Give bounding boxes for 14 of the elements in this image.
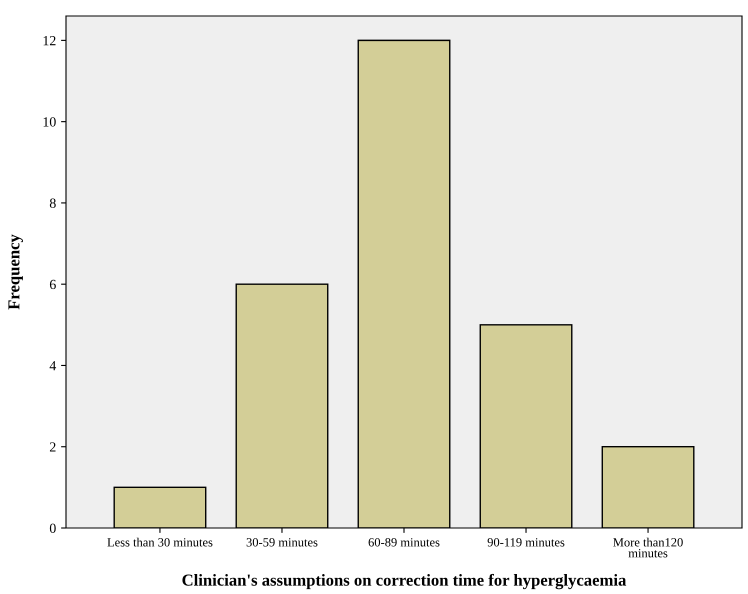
y-tick-label: 6 [50, 280, 56, 290]
x-tick-label: 30-59 minutes [246, 538, 318, 547]
y-tick-label: 0 [50, 524, 56, 533]
y-tick-label: 10 [44, 117, 56, 127]
x-tick-label: Less than 30 minutes [107, 538, 212, 547]
x-tick-label: 60-89 minutes [368, 538, 440, 547]
y-tick-label: 8 [50, 198, 56, 208]
x-tick-label: More than120 minutes [613, 538, 683, 558]
y-tick-label: 2 [50, 442, 56, 452]
y-tick-label: 12 [44, 36, 56, 46]
x-axis-title: Clinician's assumptions on correction time for hyperglycaemia [182, 574, 626, 590]
x-tick-label: 90-119 minutes [488, 538, 564, 547]
y-tick-label: 4 [50, 361, 56, 370]
y-axis-title: Frequency [8, 234, 23, 310]
